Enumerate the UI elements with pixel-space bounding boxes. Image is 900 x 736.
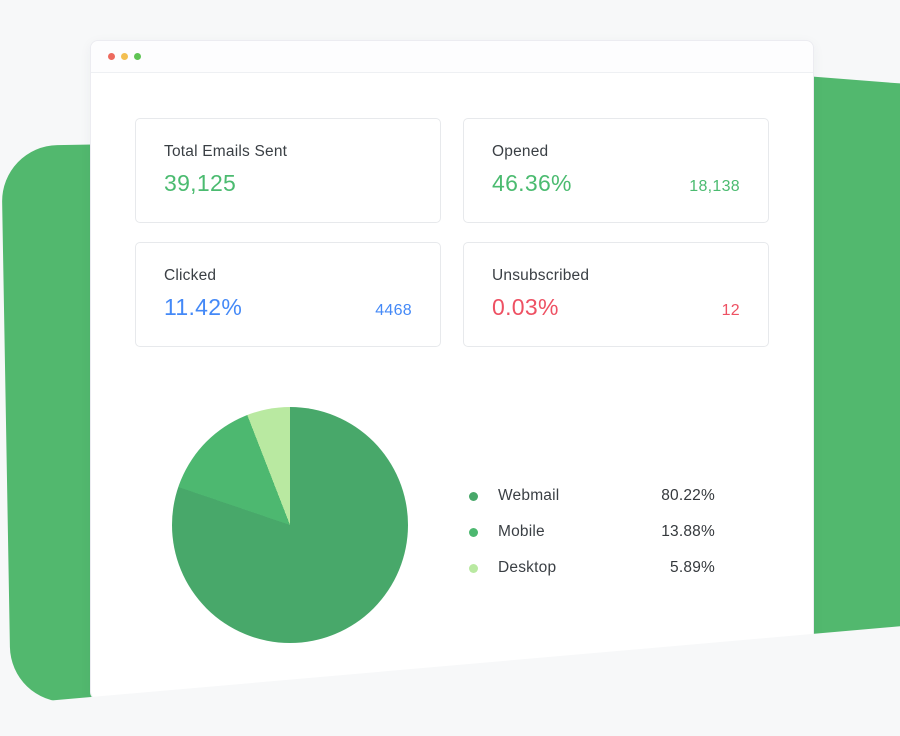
stat-side-value: 18,138 <box>689 178 740 195</box>
minimize-button[interactable] <box>121 53 128 60</box>
window-titlebar <box>91 41 813 73</box>
legend-percent: 80.22% <box>661 487 715 504</box>
legend-dot-mobile-icon <box>469 527 478 537</box>
stat-card-opened: Opened 46.36% 18,138 <box>463 118 769 223</box>
legend-percent: 13.88% <box>661 523 715 540</box>
stat-value: 11.42% <box>164 294 243 320</box>
stat-value: 0.03% <box>492 294 559 320</box>
stat-card-unsubscribed: Unsubscribed 0.03% 12 <box>463 242 769 347</box>
maximize-button[interactable] <box>134 53 141 60</box>
browser-window: Total Emails Sent 39,125 Opened 46.36% 1… <box>90 40 814 700</box>
stat-label: Unsubscribed <box>492 267 590 284</box>
stat-card-clicked: Clicked 11.42% 4468 <box>135 242 441 347</box>
legend-label: Desktop <box>498 559 557 576</box>
stat-side-value: 12 <box>721 302 740 319</box>
legend-row-webmail: Webmail 80.22% <box>469 478 715 514</box>
stat-card-total-emails-sent: Total Emails Sent 39,125 <box>135 118 441 223</box>
stat-value: 46.36% <box>492 170 572 196</box>
chart-legend: Webmail 80.22% Mobile 13.88% Desktop 5.8… <box>469 478 715 586</box>
stat-label: Clicked <box>164 267 217 284</box>
legend-dot-webmail-icon <box>469 491 478 501</box>
pie-chart <box>172 407 408 643</box>
legend-percent: 5.89% <box>670 559 715 576</box>
legend-dot-desktop-icon <box>469 563 478 573</box>
stat-value: 39,125 <box>164 170 237 196</box>
legend-row-mobile: Mobile 13.88% <box>469 514 715 550</box>
legend-label: Webmail <box>498 487 560 504</box>
stat-label: Total Emails Sent <box>164 143 288 160</box>
legend-row-desktop: Desktop 5.89% <box>469 550 715 586</box>
close-button[interactable] <box>108 53 115 60</box>
legend-label: Mobile <box>498 523 545 540</box>
stat-side-value: 4468 <box>375 302 412 319</box>
stat-label: Opened <box>492 143 549 160</box>
